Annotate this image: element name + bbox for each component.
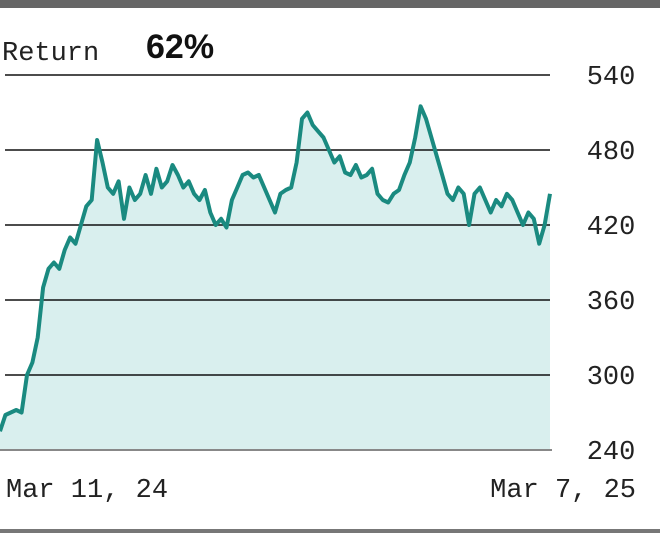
bottom-bar <box>0 529 660 533</box>
top-bar <box>0 0 660 8</box>
x-tick-label: Mar 7, 25 <box>490 476 636 506</box>
return-value: 62% <box>146 28 214 66</box>
x-tick-label: Mar 11, 24 <box>6 476 168 506</box>
chart-title: Return <box>2 39 99 69</box>
plot: 240 300 360 420 480 540 Mar 11, 24 Mar 7, 25 <box>0 63 636 506</box>
y-tick-label: 300 <box>587 363 636 393</box>
y-tick-label: 360 <box>587 288 636 318</box>
area <box>0 106 550 451</box>
line <box>0 104 552 432</box>
y-tick-label: 480 <box>587 138 636 168</box>
y-tick-label: 420 <box>587 213 636 243</box>
y-tick-label: 540 <box>587 63 636 93</box>
y-tick-label: 240 <box>587 438 636 468</box>
